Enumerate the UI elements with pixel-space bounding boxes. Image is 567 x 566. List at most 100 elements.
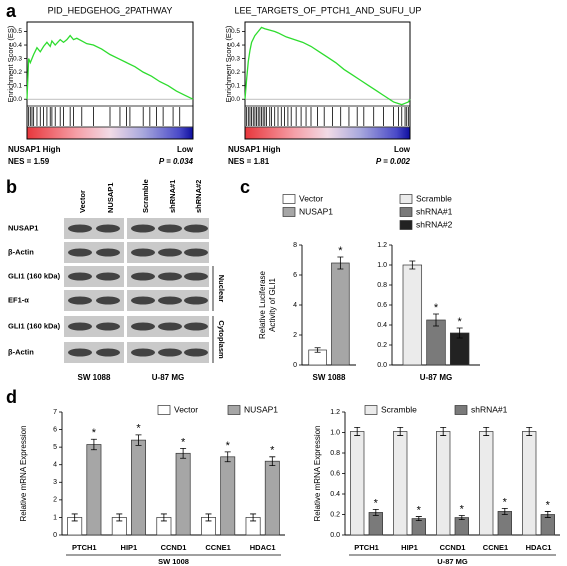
y-tick-label: 0.6: [377, 302, 387, 309]
blot-band: [68, 224, 92, 233]
error-bar: [337, 256, 344, 270]
label-high: NUSAP1 High: [8, 145, 61, 154]
bar: [331, 262, 350, 366]
cell-line-label: SW 1088: [78, 373, 111, 382]
legend-label: Vector: [174, 404, 198, 414]
lane-label: shRNA#1: [168, 180, 177, 213]
error-bar: [160, 513, 167, 522]
legend-label: shRNA#1: [471, 404, 508, 414]
y-tick-label: 1: [53, 514, 57, 521]
blot-strip: [64, 266, 124, 287]
significance: *: [546, 499, 551, 511]
cell-line-label: U-87 MG: [152, 373, 184, 382]
blot-strip: [64, 342, 124, 363]
error-bar: [205, 513, 212, 522]
blot-band: [158, 248, 182, 257]
label-high: NUSAP1 High: [228, 145, 281, 154]
y-tick-label: 2: [293, 332, 297, 339]
plot-frame: [244, 21, 411, 140]
blot-band: [131, 248, 155, 257]
p-value: P = 0.034: [159, 157, 194, 166]
significance: *: [434, 302, 439, 314]
label-low: Low: [394, 145, 411, 154]
chart-title: LEE_TARGETS_OF_PTCH1_AND_SUFU_UP: [235, 5, 422, 15]
bar: [426, 319, 446, 366]
bar: [86, 444, 102, 536]
bar: [131, 439, 146, 536]
row-label: GLI1 (160 kDa): [8, 321, 61, 330]
bar: [175, 452, 191, 536]
blot-band: [131, 272, 155, 281]
blot-band: [184, 348, 208, 357]
group-label: U-87 MG: [420, 373, 452, 382]
legend-swatch: [454, 405, 468, 415]
x-axis-label: U-87 MG: [437, 557, 468, 566]
blot-band: [158, 348, 182, 357]
significance: *: [417, 504, 422, 516]
es-curve: [244, 26, 411, 106]
row-label: β-Actin: [8, 247, 34, 256]
lane-label: Scramble: [141, 179, 150, 213]
y-tick-label: 0: [53, 532, 57, 539]
bar: [497, 511, 512, 536]
legend-swatch: [282, 207, 296, 217]
y-tick-label: 8: [293, 242, 297, 249]
y-axis-label: Enrichment Score (ES): [224, 25, 233, 102]
error-bar: [409, 260, 416, 270]
fraction-label: Nuclear: [217, 275, 226, 303]
row-label: GLI1 (160 kDa): [8, 271, 61, 280]
y-tick-label: 0.0: [231, 96, 240, 103]
y-tick-label: 0.2: [330, 511, 340, 518]
y-tick-label: 1.0: [330, 429, 340, 436]
blot-strip: [64, 316, 124, 337]
error-bar: [433, 313, 439, 327]
blot-band: [184, 224, 208, 233]
blot-strip: [64, 290, 124, 311]
error-bar: [415, 516, 422, 522]
x-tick-label: PTCH1: [354, 543, 379, 552]
significance: *: [181, 436, 186, 448]
bar: [522, 431, 537, 536]
significance: *: [458, 316, 463, 328]
label-low: Low: [177, 145, 194, 154]
x-tick-label: CCND1: [440, 543, 466, 552]
y-tick-label: 0.3: [231, 55, 240, 62]
bar: [220, 456, 236, 536]
error-bar: [372, 508, 379, 516]
lane-label: Vector: [78, 190, 87, 213]
y-tick-label: 7: [53, 409, 57, 416]
bar: [350, 431, 365, 536]
y-tick-label: 0: [293, 362, 297, 369]
error-bar: [90, 438, 97, 451]
panel-label: d: [6, 387, 17, 407]
significance: *: [270, 445, 275, 457]
y-tick-label: 2: [53, 497, 57, 504]
blot-band: [184, 322, 208, 331]
error-bar: [314, 347, 321, 353]
bar: [264, 460, 280, 536]
error-bar: [135, 434, 142, 446]
x-tick-label: HIP1: [121, 543, 138, 552]
significance: *: [338, 245, 343, 257]
y-tick-label: 0.4: [330, 491, 340, 498]
y-tick-label: 0.0: [377, 362, 387, 369]
blot-band: [158, 272, 182, 281]
x-axis-label: SW 1008: [158, 557, 189, 566]
y-tick-label: 0.2: [13, 69, 22, 76]
blot-band: [184, 248, 208, 257]
y-tick-label: 1.2: [330, 409, 340, 416]
panel-label: c: [240, 177, 250, 197]
legend-label: shRNA#2: [416, 219, 453, 229]
blot-strip: [64, 218, 124, 239]
legend-label: Scramble: [416, 193, 452, 203]
y-axis-label: Activity of GLI1: [268, 278, 277, 332]
group-label: SW 1088: [313, 373, 346, 382]
y-tick-label: 0.2: [231, 69, 240, 76]
error-bar: [526, 426, 533, 436]
fraction-label: Cytoplasm: [217, 320, 226, 359]
legend-swatch: [399, 220, 413, 230]
nes: NES = 1.81: [228, 157, 270, 166]
y-axis-label: Relative Luciferase: [258, 270, 267, 339]
chart-title: PID_HEDGEHOG_2PATHWAY: [48, 5, 173, 15]
